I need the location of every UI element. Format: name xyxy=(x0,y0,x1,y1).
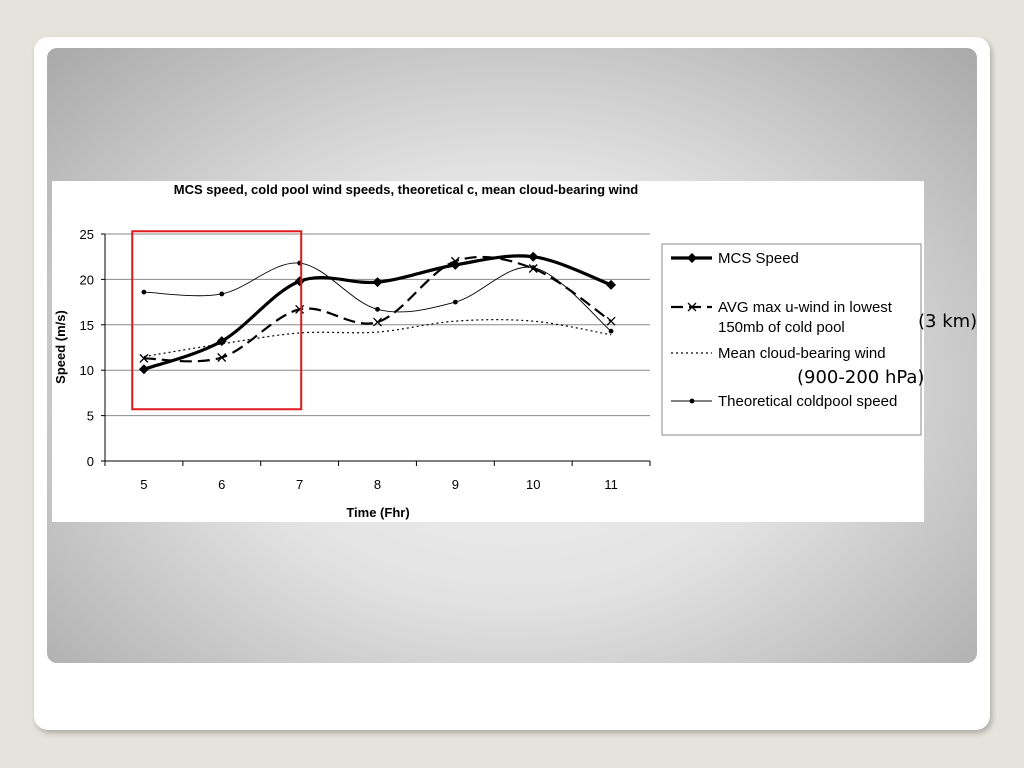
series-mean-cloud-bearing-wind xyxy=(143,319,612,358)
data-point xyxy=(606,316,616,326)
y-tick-label: 0 xyxy=(87,454,94,469)
x-tick-label: 8 xyxy=(374,477,381,492)
legend-marker xyxy=(689,398,695,404)
grid-layer xyxy=(105,233,650,417)
legend-entry: Mean cloud-bearing wind xyxy=(671,345,886,362)
data-point xyxy=(217,353,227,362)
legend-label: MCS Speed xyxy=(718,250,799,267)
legend-entry: Theoretical coldpool speed xyxy=(671,393,897,410)
legend-label: AVG max u-wind in lowest 150mb of cold po… xyxy=(718,299,893,336)
legend-marker xyxy=(687,302,697,312)
annotation-3km: (3 km) xyxy=(918,311,978,332)
series-line xyxy=(143,319,612,358)
data-point xyxy=(138,364,149,375)
series-mcs-speed xyxy=(138,251,617,375)
data-point xyxy=(452,299,458,305)
series-layer xyxy=(138,251,617,375)
x-tick-label: 6 xyxy=(218,477,225,492)
legend-box xyxy=(661,243,922,436)
x-tick-label: 5 xyxy=(140,477,147,492)
data-point xyxy=(450,259,461,270)
annotation-pressure-range: (900-200 hPa) xyxy=(797,367,925,388)
x-tick-label: 7 xyxy=(296,477,303,492)
x-tick-label: 9 xyxy=(452,477,459,492)
legend-label: Mean cloud-bearing wind xyxy=(718,345,886,362)
y-tick-label: 15 xyxy=(80,318,94,333)
data-point xyxy=(375,306,380,312)
chart-title: MCS speed, cold pool wind speeds, theore… xyxy=(174,182,639,197)
data-point xyxy=(608,328,614,334)
data-point xyxy=(216,336,227,347)
data-point xyxy=(219,291,225,297)
x-tick-label: 11 xyxy=(604,477,618,492)
y-axis-label: Speed (m/s) xyxy=(53,310,68,384)
data-point xyxy=(606,279,617,290)
x-axis-label: Time (Fhr) xyxy=(346,505,409,520)
data-point xyxy=(141,289,147,295)
data-point xyxy=(372,277,383,288)
legend: MCS Speed AVG max u-wind in lowest 150mb o… xyxy=(661,243,922,436)
data-point xyxy=(295,304,305,314)
legend-entry: MCS Speed xyxy=(671,250,799,267)
data-point xyxy=(528,264,538,273)
data-point xyxy=(294,276,305,287)
data-point xyxy=(373,317,382,327)
y-tick-label: 10 xyxy=(80,363,94,378)
y-tick-label: 25 xyxy=(80,227,94,242)
data-point xyxy=(139,353,149,363)
x-tick-label: 10 xyxy=(526,477,540,492)
y-tick-label: 5 xyxy=(87,409,94,424)
data-point xyxy=(528,251,539,262)
chart-image: MCS speed, cold pool wind speeds, theore… xyxy=(52,181,924,522)
legend-entry: AVG max u-wind in lowest 150mb of cold po… xyxy=(671,299,893,336)
axis-layer: 0 5 10 15 20 25 5 6 7 8 9 10 11 xyxy=(80,227,651,492)
legend-marker xyxy=(687,253,697,263)
series-avg-max-u-wind-in-lowest-150mb-of-cold-p xyxy=(139,255,616,363)
y-tick-label: 20 xyxy=(80,272,94,287)
legend-label: Theoretical coldpool speed xyxy=(718,393,897,410)
highlight-box xyxy=(131,230,303,411)
chart: MCS speed, cold pool wind speeds, theore… xyxy=(53,182,922,520)
